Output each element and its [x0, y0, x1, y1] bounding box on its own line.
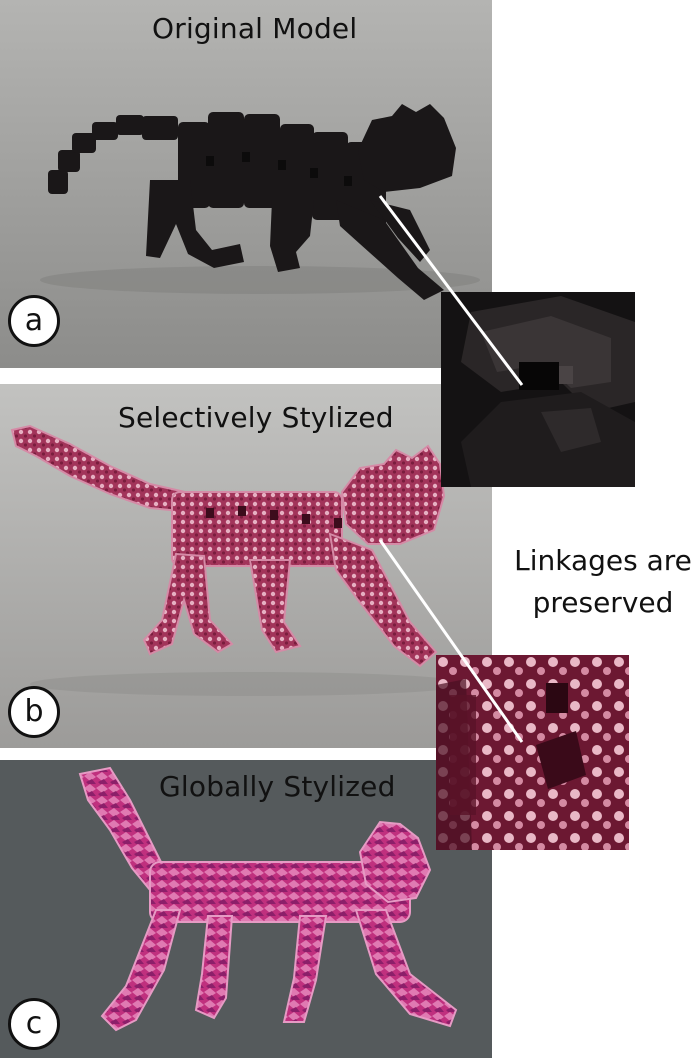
original-linkage-closeup — [441, 292, 635, 487]
selective-cat-photo — [0, 384, 492, 748]
global-cat-model — [78, 766, 458, 1032]
panel-label-b: b — [8, 686, 60, 738]
linkage-annotation: Linkages are preserved — [510, 540, 696, 624]
caption-original-model: Original Model — [152, 12, 358, 45]
caption-globally-stylized: Globally Stylized — [159, 770, 396, 803]
panel-selectively-stylized — [0, 384, 492, 748]
original-closeup-image — [441, 292, 635, 487]
global-cat-photo — [0, 760, 492, 1058]
stylized-closeup-image — [436, 655, 629, 850]
annotation-line-2: preserved — [532, 586, 674, 619]
caption-selectively-stylized: Selectively Stylized — [118, 401, 394, 434]
panel-label-a: a — [8, 295, 60, 347]
panel-globally-stylized — [0, 760, 492, 1058]
original-cat-photo — [0, 0, 492, 368]
stylized-linkage-closeup — [436, 655, 629, 850]
panel-label-c: c — [8, 998, 60, 1050]
panel-original-model — [0, 0, 492, 368]
original-cat-model — [48, 104, 456, 300]
annotation-line-1: Linkages are — [514, 544, 692, 577]
selective-cat-model — [10, 424, 446, 668]
